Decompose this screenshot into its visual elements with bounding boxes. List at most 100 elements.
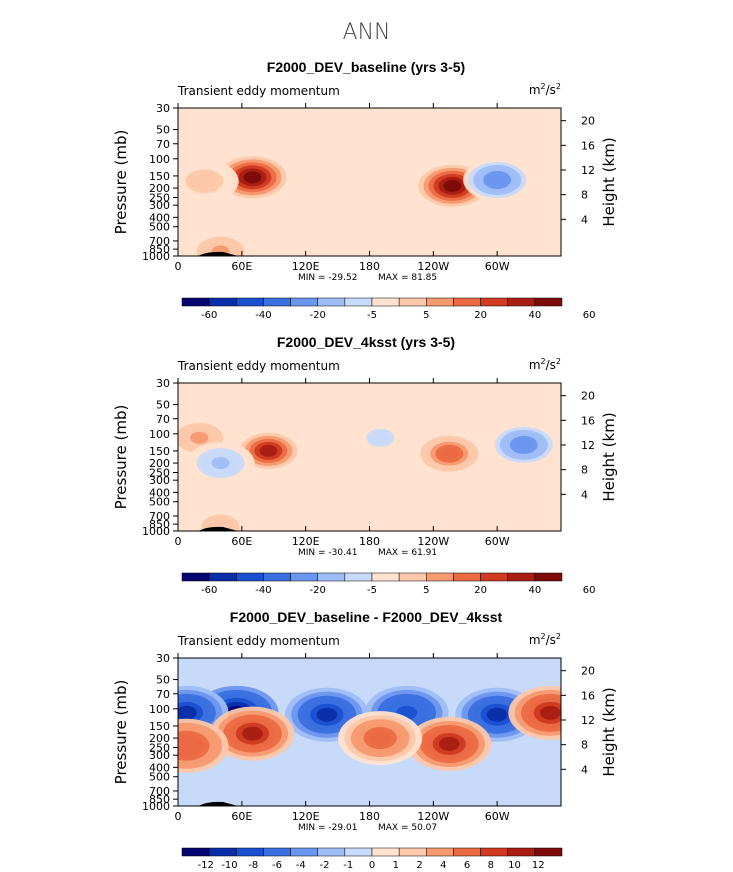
colorbar-swatch bbox=[290, 297, 318, 307]
x-tick-label: 0 bbox=[175, 535, 182, 548]
min-label: MIN = -29.01 bbox=[298, 823, 357, 833]
y-right-tick-label: 12 bbox=[581, 164, 595, 177]
y-tick-label: 700 bbox=[149, 235, 170, 248]
x-tick-label: 120E bbox=[292, 810, 320, 823]
colorbar-tick-label: 6 bbox=[464, 860, 470, 871]
colorbar-tick-label: 60 bbox=[583, 310, 596, 321]
contour-blob-1 bbox=[259, 444, 278, 457]
colorbar-swatch bbox=[181, 297, 210, 307]
y-tick-label: 400 bbox=[149, 486, 170, 499]
max-label: MAX = 61.91 bbox=[378, 548, 437, 558]
colorbar-tick-label: 60 bbox=[583, 585, 596, 596]
contour-blob-5 bbox=[211, 457, 230, 470]
contour-blob-5 bbox=[486, 707, 508, 722]
contour-field bbox=[178, 383, 561, 531]
colorbar-tick-label: 5 bbox=[423, 310, 429, 321]
y-tick-label: 250 bbox=[149, 191, 170, 204]
colorbar-tick-label: 0 bbox=[369, 860, 375, 871]
min-label: MIN = -29.52 bbox=[298, 273, 357, 283]
colorbar-tick-label: -60 bbox=[201, 310, 217, 321]
colorbar-swatch bbox=[263, 297, 291, 307]
contour-blob-6 bbox=[242, 726, 263, 741]
colorbar-swatch bbox=[398, 847, 427, 857]
colorbar-swatch bbox=[480, 297, 508, 307]
max-label: MAX = 81.85 bbox=[378, 273, 437, 283]
colorbar-tick-label: 8 bbox=[488, 860, 494, 871]
figure-title: ANN bbox=[342, 20, 391, 45]
colorbar-tick-label: -20 bbox=[310, 310, 326, 321]
x-tick-label: 120W bbox=[417, 810, 449, 823]
x-tick-label: 60W bbox=[485, 260, 510, 273]
colorbar-swatch bbox=[453, 847, 481, 857]
colorbar-swatch bbox=[426, 572, 454, 582]
contour-blob-3 bbox=[488, 173, 507, 186]
panel-3: F2000_DEV_baseline - F2000_DEV_4ksst Tran… bbox=[112, 609, 618, 871]
colorbar-tick-label: -10 bbox=[221, 860, 237, 871]
y-tick-label: 250 bbox=[149, 466, 170, 479]
panel-1: F2000_DEV_baseline (yrs 3-5) Transient ed… bbox=[112, 59, 618, 321]
y-tick-label: 500 bbox=[149, 496, 170, 509]
y-axis-title: Pressure (mb) bbox=[112, 405, 130, 510]
y-tick-label: 500 bbox=[149, 221, 170, 234]
x-tick-label: 60W bbox=[485, 535, 510, 548]
colorbar-swatch bbox=[426, 297, 454, 307]
colorbar-swatch bbox=[208, 847, 237, 857]
contour-blob-2 bbox=[190, 431, 209, 444]
contour-blob-7 bbox=[438, 736, 460, 751]
contour-blob-10 bbox=[178, 738, 197, 753]
y-tick-label: 50 bbox=[156, 399, 170, 412]
x-tick-label: 120W bbox=[417, 535, 449, 548]
units-label: m2/s2 bbox=[529, 632, 561, 647]
x-tick-label: 60E bbox=[231, 810, 252, 823]
colorbar-swatch bbox=[534, 297, 563, 307]
topography bbox=[198, 526, 238, 531]
y-right-tick-label: 8 bbox=[581, 739, 588, 752]
colorbar-swatch bbox=[236, 847, 264, 857]
y-axis-title-right: Height (km) bbox=[600, 137, 618, 226]
y-tick-label: 70 bbox=[156, 138, 170, 151]
colorbar-tick-label: -40 bbox=[255, 585, 271, 596]
y-tick-label: 30 bbox=[156, 377, 170, 390]
colorbar-swatch bbox=[344, 847, 373, 857]
y-tick-label: 850 bbox=[149, 243, 170, 256]
colorbar-tick-label: -4 bbox=[296, 860, 306, 871]
panel-subtitle: Transient eddy momentum bbox=[177, 634, 340, 648]
colorbar-swatch bbox=[208, 572, 237, 582]
y-right-tick-label: 20 bbox=[581, 390, 595, 403]
colorbar-tick-label: -60 bbox=[201, 585, 217, 596]
x-tick-label: 120W bbox=[417, 260, 449, 273]
y-right-tick-label: 4 bbox=[581, 213, 588, 226]
colorbar-swatch bbox=[534, 572, 563, 582]
contour-blob-2 bbox=[443, 179, 462, 192]
contour-blob-1 bbox=[243, 171, 262, 184]
contour-field bbox=[178, 658, 561, 806]
y-tick-label: 150 bbox=[149, 445, 170, 458]
panel-title: F2000_DEV_4ksst (yrs 3-5) bbox=[277, 334, 455, 350]
y-tick-label: 300 bbox=[149, 474, 170, 487]
x-tick-label: 180 bbox=[359, 810, 380, 823]
x-tick-label: 120E bbox=[292, 535, 320, 548]
colorbar-swatch bbox=[181, 572, 210, 582]
y-tick-label: 850 bbox=[149, 518, 170, 531]
contour-blob-3 bbox=[440, 447, 459, 460]
y-tick-label: 30 bbox=[156, 652, 170, 665]
colorbar-tick-label: -20 bbox=[310, 585, 326, 596]
colorbar-swatch bbox=[453, 297, 481, 307]
colorbar-tick-label: 12 bbox=[532, 860, 545, 871]
colorbar-swatch bbox=[290, 847, 318, 857]
contour-blob-5 bbox=[328, 184, 347, 197]
y-right-tick-label: 12 bbox=[581, 714, 595, 727]
colorbar-swatch bbox=[398, 297, 427, 307]
min-label: MIN = -30.41 bbox=[298, 548, 357, 558]
colorbar-tick-label: 2 bbox=[416, 860, 422, 871]
colorbar-swatch bbox=[534, 847, 563, 857]
y-tick-label: 50 bbox=[156, 124, 170, 137]
colorbar-tick-label: -8 bbox=[248, 860, 258, 871]
panel-subtitle: Transient eddy momentum bbox=[177, 84, 340, 98]
x-tick-label: 180 bbox=[359, 260, 380, 273]
colorbar-tick-label: 20 bbox=[474, 310, 487, 321]
y-right-tick-label: 16 bbox=[581, 414, 595, 427]
y-axis-title-right: Height (km) bbox=[600, 412, 618, 501]
x-tick-label: 180 bbox=[359, 535, 380, 548]
units-label: m2/s2 bbox=[529, 82, 561, 97]
